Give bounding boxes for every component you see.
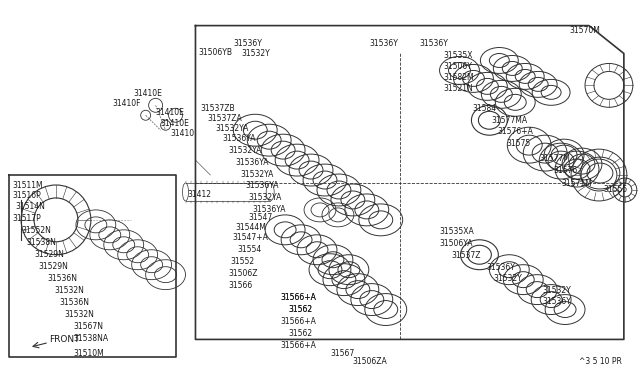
Text: 31506Y: 31506Y — [444, 62, 472, 71]
Text: 31566+A: 31566+A — [280, 293, 316, 302]
Text: 31410E: 31410E — [161, 119, 189, 128]
Text: 31510M: 31510M — [73, 349, 104, 358]
Text: 31567N: 31567N — [73, 322, 103, 331]
Text: 31532YA: 31532YA — [216, 124, 249, 133]
Text: 31538N: 31538N — [26, 238, 56, 247]
Text: 31410E: 31410E — [134, 89, 163, 98]
Text: 31571M: 31571M — [561, 179, 592, 187]
Text: 31576+A: 31576+A — [497, 127, 533, 136]
Text: 31576: 31576 — [553, 166, 577, 174]
Text: 31577M: 31577M — [539, 154, 570, 163]
Text: 31538NA: 31538NA — [73, 334, 108, 343]
Text: 31536YA: 31536YA — [222, 134, 256, 143]
Text: 31577MA: 31577MA — [492, 116, 527, 125]
Text: 31536YA: 31536YA — [252, 205, 285, 214]
Text: 31562: 31562 — [288, 329, 312, 338]
Text: 31566+A: 31566+A — [280, 293, 316, 302]
Text: 31555: 31555 — [603, 186, 627, 195]
Text: 31532Y: 31532Y — [241, 49, 270, 58]
Text: 31562: 31562 — [288, 305, 312, 314]
Text: 31570M: 31570M — [569, 26, 600, 35]
Text: 31529N: 31529N — [38, 262, 68, 271]
Text: 31532N: 31532N — [54, 286, 84, 295]
Text: 31532Y: 31532Y — [542, 286, 571, 295]
Text: 31516P: 31516P — [12, 192, 41, 201]
Text: 31552N: 31552N — [21, 226, 51, 235]
Text: FRONT: FRONT — [49, 335, 79, 344]
Text: 31544M: 31544M — [236, 223, 266, 232]
Text: 31582M: 31582M — [444, 73, 474, 82]
Text: 31532YA: 31532YA — [248, 193, 282, 202]
Text: 31517P: 31517P — [12, 214, 41, 223]
Text: 31521N: 31521N — [444, 84, 474, 93]
Text: 31506Z: 31506Z — [228, 269, 258, 278]
Text: 31514N: 31514N — [15, 202, 45, 211]
Text: 31584: 31584 — [472, 104, 497, 113]
Text: 31547+A: 31547+A — [232, 233, 268, 242]
Text: 31552: 31552 — [230, 257, 255, 266]
Text: 31532YA: 31532YA — [240, 170, 274, 179]
Text: 31506YA: 31506YA — [440, 239, 473, 248]
Text: 31536Y: 31536Y — [420, 39, 449, 48]
Text: 31529N: 31529N — [34, 250, 64, 259]
Text: 31410F: 31410F — [113, 99, 141, 108]
Text: 31535X: 31535X — [444, 51, 473, 60]
Text: 31562: 31562 — [288, 305, 312, 314]
Text: 31532YA: 31532YA — [228, 145, 262, 155]
Text: 31536Y: 31536Y — [486, 263, 515, 272]
Text: 31566: 31566 — [228, 281, 253, 290]
Text: 31535XA: 31535XA — [440, 227, 474, 236]
Text: 31566+A: 31566+A — [280, 341, 316, 350]
Text: 31410: 31410 — [171, 129, 195, 138]
Text: 31554: 31554 — [237, 245, 262, 254]
Text: 31536N: 31536N — [59, 298, 89, 307]
Text: 31536Y: 31536Y — [234, 39, 262, 48]
Text: ^3 5 10 PR: ^3 5 10 PR — [579, 357, 622, 366]
Text: 31537ZA: 31537ZA — [207, 114, 242, 123]
Text: 31511M: 31511M — [12, 180, 43, 189]
Text: 31575: 31575 — [506, 139, 531, 148]
Text: 31410E: 31410E — [156, 108, 184, 117]
Text: 31536Y: 31536Y — [370, 39, 399, 48]
Text: 31567: 31567 — [330, 349, 354, 358]
Text: 31536YA: 31536YA — [245, 182, 279, 190]
Text: 31566+A: 31566+A — [280, 317, 316, 326]
Text: 31537ZB: 31537ZB — [200, 104, 235, 113]
Text: 31506YB: 31506YB — [198, 48, 232, 57]
Text: 31536Y: 31536Y — [542, 297, 571, 306]
Text: 31532N: 31532N — [64, 310, 94, 319]
Text: 31537Z: 31537Z — [451, 251, 481, 260]
Text: 31412: 31412 — [188, 190, 211, 199]
Text: 31506ZA: 31506ZA — [353, 357, 388, 366]
Text: 31536YA: 31536YA — [236, 158, 269, 167]
Text: 31532Y: 31532Y — [493, 274, 522, 283]
Text: 31547: 31547 — [248, 214, 273, 222]
Text: 31536N: 31536N — [47, 274, 77, 283]
